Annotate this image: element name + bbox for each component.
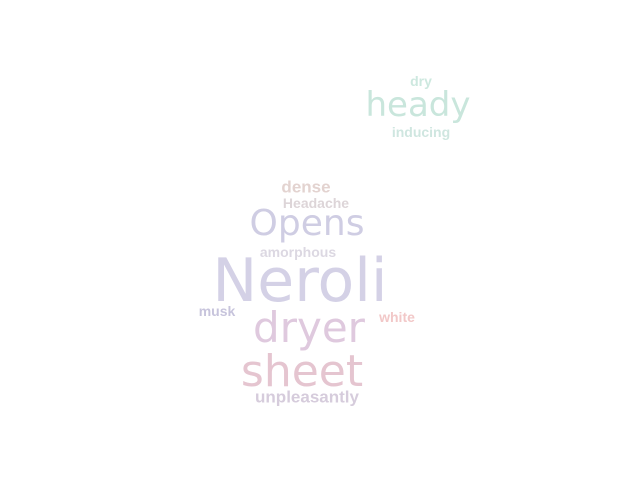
word-dense: dense [281,177,331,197]
word-opens: Opens [249,203,365,244]
word-unpleasantly: unpleasantly [255,387,359,407]
word-heady: heady [365,85,471,125]
word-dryer: dryer [253,303,365,352]
word-musk: musk [198,303,236,319]
word-sheet: sheet [240,346,364,397]
word-white: white [379,309,415,325]
word-neroli: Neroli [212,246,388,316]
word-headache: Headache [282,195,350,211]
word-inducing: inducing [391,124,451,140]
word-dry: dry [410,73,432,89]
word-amorphous: amorphous [259,244,337,260]
